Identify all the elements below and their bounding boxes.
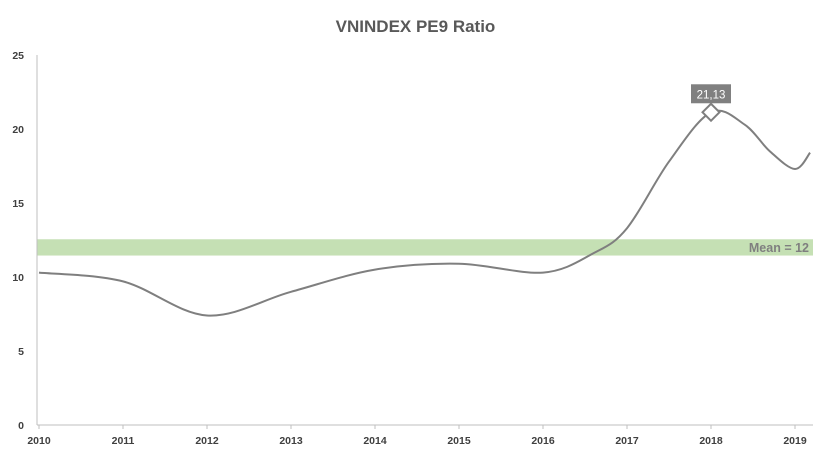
x-tick-label: 2011 [112,435,135,447]
mean-band-label: Mean = 12 [749,241,809,255]
x-tick-label: 2014 [363,435,387,447]
chart-title: VNINDEX PE9 Ratio [335,17,496,36]
x-tick-label: 2016 [531,435,555,447]
callout-label: 21,13 [697,89,726,101]
x-tick-label: 2013 [279,435,303,447]
y-tick-label: 10 [12,272,24,284]
callout: 21,13 [691,84,731,123]
y-tick-label: 5 [18,346,24,358]
mean-band: Mean = 12 [37,239,813,256]
y-tick-label: 20 [12,124,24,136]
x-tick-label: 2012 [195,435,219,447]
callout-box [691,84,731,104]
x-tick-label: 2019 [783,435,807,447]
x-tick-label: 2018 [699,435,723,447]
x-tick-label: 2017 [615,435,639,447]
series-group [38,109,811,317]
x-tick-label: 2010 [27,435,51,447]
y-tick-label: 0 [18,420,24,432]
mean-band-rect [37,239,813,256]
x-tick-label: 2015 [447,435,471,447]
axes: 0 5 10 15 20 25 2010 2011 2012 2013 2014 2015 2016 20… [12,50,813,447]
highlight-marker [701,102,721,123]
y-tick-label: 15 [12,198,24,210]
series-line [38,109,811,317]
y-tick-label: 25 [12,50,24,62]
